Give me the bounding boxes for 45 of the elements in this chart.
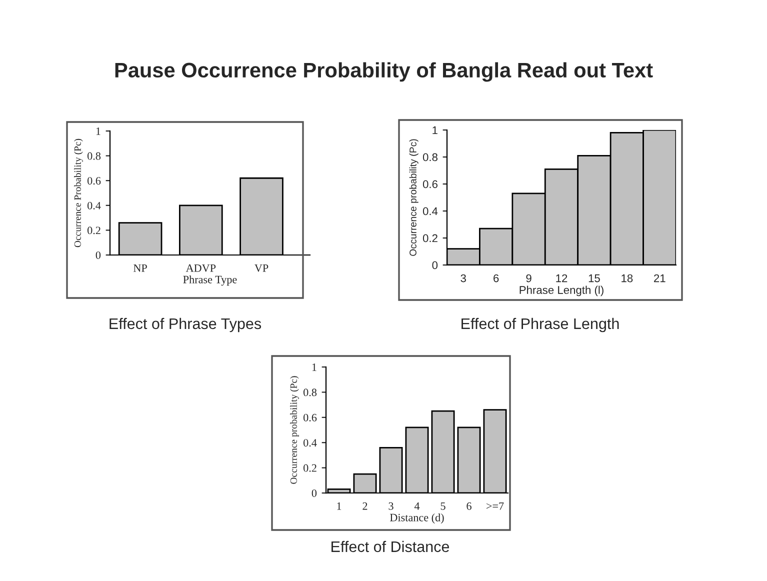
x-tick-label: VP — [254, 264, 268, 272]
x-tick-label: 6 — [466, 502, 472, 510]
y-tick-label: 0.2 — [88, 226, 100, 234]
x-tick-label: 12 — [556, 274, 568, 282]
y-tick-label: 0 — [96, 251, 101, 259]
x-tick-label: 3 — [388, 502, 394, 510]
text: Effect of Phrase Length — [462, 318, 619, 332]
y-tick-label: 0.2 — [304, 464, 316, 472]
y-tick-label: 0.4 — [88, 202, 101, 210]
text: Effect of Distance — [332, 540, 450, 552]
y-tick-label: 0.4 — [304, 439, 317, 447]
x-axis-title: Phrase Length (l) — [520, 286, 604, 296]
x-tick-label: 1 — [337, 502, 342, 510]
y-tick-label: 0.6 — [422, 180, 438, 188]
y-tick-label: 1 — [312, 364, 316, 371]
y-tick-label: 0.8 — [88, 152, 101, 160]
x-tick-label: 9 — [526, 274, 532, 282]
x-tick-label: 3 — [460, 274, 466, 282]
x-tick-label: 5 — [440, 502, 446, 510]
x-tick-label: 21 — [654, 274, 666, 282]
y-tick-label: 0.4 — [422, 207, 438, 216]
text: Effect of Phrase Types — [110, 318, 262, 332]
y-tick-label: 0.6 — [304, 414, 317, 422]
x-tick-label: 15 — [588, 274, 600, 282]
y-tick-label: 1 — [96, 128, 100, 135]
y-tick-label: 0.8 — [304, 388, 317, 396]
x-tick-label: ADVP — [186, 264, 216, 272]
y-axis-title: Occurrence probability (Pc) — [290, 376, 299, 484]
x-tick-label: 4 — [414, 502, 420, 510]
y-tick-label: 0.6 — [88, 177, 101, 185]
y-tick-label: 0.8 — [422, 153, 438, 162]
y-tick-label: 0 — [432, 261, 438, 270]
y-tick-label: 0 — [312, 489, 317, 497]
x-tick-label: 6 — [494, 274, 499, 282]
x-tick-label: >=7 — [486, 502, 504, 510]
x-tick-label: 2 — [362, 502, 368, 510]
y-tick-label: 1 — [432, 126, 438, 134]
x-axis-title: Distance (d) — [390, 513, 444, 524]
y-axis-title: Occurrence Probability (Pc) — [74, 138, 83, 248]
x-axis-title: Phrase Type — [183, 275, 237, 286]
y-tick-label: 0.2 — [422, 234, 438, 242]
x-tick-label: 18 — [622, 274, 633, 282]
x-tick-label: NP — [134, 264, 147, 272]
y-axis-title: Occurrence probability (Pc) — [409, 139, 418, 256]
text: Pause Occurrence Probability of Bangla Read out Text — [115, 62, 653, 82]
